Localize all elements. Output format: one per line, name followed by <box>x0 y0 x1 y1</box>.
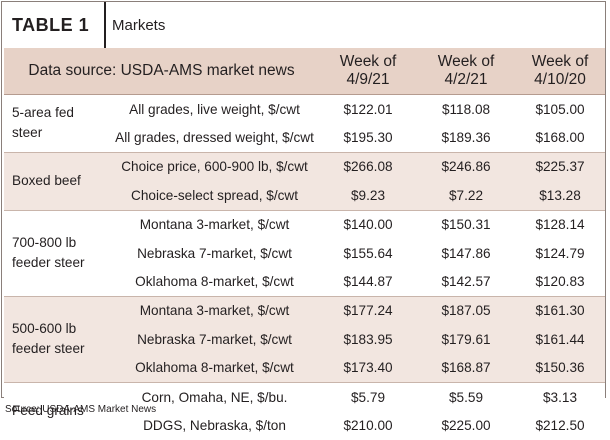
data-source-header: Data source: USDA-AMS market news <box>4 48 320 95</box>
price-cell: $177.24 <box>319 295 418 326</box>
price-cell: $124.79 <box>515 238 606 268</box>
table-row: Boxed beef Choice price, 600-900 lb, $/cw… <box>4 151 606 211</box>
price-cell: $168.87 <box>417 353 516 383</box>
row-description: All grades, live weight, $/cwt <box>110 94 320 124</box>
price-cell: $168.00 <box>515 123 606 153</box>
group-label: Boxed beef <box>4 151 110 211</box>
table-row: All grades, dressed weight, $/cwt $195.30… <box>4 123 606 153</box>
table-row: Feed grains Corn, Omaha, NE, $/bu. $5.79 $5… <box>4 381 606 440</box>
title-bar: TABLE 1 Markets <box>2 2 605 48</box>
table-number: TABLE 1 <box>2 2 106 48</box>
header-row: Data source: USDA-AMS market news Week o… <box>4 48 606 95</box>
table-group: 5-area fed steer All grades, live weight,… <box>4 94 606 153</box>
price-cell: $118.08 <box>417 94 516 124</box>
price-cell: $147.86 <box>417 238 516 268</box>
price-cell: $128.14 <box>515 209 606 239</box>
price-cell: $5.59 <box>417 381 516 412</box>
group-label: 700-800 lb feeder steer <box>4 209 110 297</box>
row-description: Oklahoma 8-market, $/cwt <box>110 353 320 383</box>
table-group: Boxed beef Choice price, 600-900 lb, $/cw… <box>4 151 606 211</box>
table-title: Markets <box>112 16 166 34</box>
row-description: Nebraska 7-market, $/cwt <box>110 238 320 268</box>
row-description: Choice price, 600-900 lb, $/cwt <box>110 151 320 182</box>
price-cell: $195.30 <box>319 123 418 153</box>
price-cell: $3.13 <box>515 381 606 412</box>
price-cell: $122.01 <box>319 94 418 124</box>
table-row: 5-area fed steer All grades, live weight,… <box>4 94 606 153</box>
price-cell: $105.00 <box>515 94 606 124</box>
week-header: Week of 4/9/21 <box>319 48 418 95</box>
price-cell: $150.36 <box>515 353 606 383</box>
price-cell: $225.00 <box>417 411 516 440</box>
price-cell: $246.86 <box>417 151 516 182</box>
price-cell: $179.61 <box>417 325 516 354</box>
row-description: DDGS, Nebraska, $/ton <box>110 411 320 440</box>
row-description: Montana 3-market, $/cwt <box>110 295 320 326</box>
price-cell: $7.22 <box>417 181 516 211</box>
row-description: Choice-select spread, $/cwt <box>110 181 320 211</box>
table-row: 700-800 lb feeder steer Montana 3-market,… <box>4 209 606 297</box>
price-cell: $212.50 <box>515 411 606 440</box>
row-description: Oklahoma 8-market, $/cwt <box>110 267 320 297</box>
table-row: Oklahoma 8-market, $/cwt $144.87 $142.57 $1… <box>4 267 606 297</box>
row-description: Montana 3-market, $/cwt <box>110 209 320 239</box>
table-row: Choice-select spread, $/cwt $9.23 $7.22 $13… <box>4 181 606 211</box>
price-cell: $161.44 <box>515 325 606 354</box>
price-cell: $189.36 <box>417 123 516 153</box>
table-group: 700-800 lb feeder steer Montana 3-market,… <box>4 209 606 297</box>
table-group: Feed grains Corn, Omaha, NE, $/bu. $5.79 $5… <box>4 381 606 440</box>
table-group: 500-600 lb feeder steer Montana 3-market,… <box>4 295 606 383</box>
table-row: Nebraska 7-market, $/cwt $183.95 $179.61 $1… <box>4 325 606 354</box>
table-row: Oklahoma 8-market, $/cwt $173.40 $168.87 $1… <box>4 353 606 383</box>
week-header: Week of 4/10/20 <box>515 48 606 95</box>
week-header: Week of 4/2/21 <box>417 48 516 95</box>
price-cell: $140.00 <box>319 209 418 239</box>
price-cell: $210.00 <box>319 411 418 440</box>
table-row: 500-600 lb feeder steer Montana 3-market,… <box>4 295 606 383</box>
table-row: Nebraska 7-market, $/cwt $155.64 $147.86 $1… <box>4 238 606 268</box>
price-cell: $144.87 <box>319 267 418 297</box>
price-cell: $187.05 <box>417 295 516 326</box>
price-cell: $9.23 <box>319 181 418 211</box>
price-cell: $173.40 <box>319 353 418 383</box>
price-cell: $161.30 <box>515 295 606 326</box>
price-cell: $225.37 <box>515 151 606 182</box>
markets-table: Data source: USDA-AMS market news Week o… <box>4 48 606 440</box>
price-cell: $142.57 <box>417 267 516 297</box>
source-note: Source: USDA-AMS Market News <box>5 404 157 415</box>
row-description: All grades, dressed weight, $/cwt <box>110 123 320 153</box>
price-cell: $5.79 <box>319 381 418 412</box>
row-description: Nebraska 7-market, $/cwt <box>110 325 320 354</box>
group-label: 500-600 lb feeder steer <box>4 295 110 383</box>
price-cell: $183.95 <box>319 325 418 354</box>
price-cell: $266.08 <box>319 151 418 182</box>
price-cell: $13.28 <box>515 181 606 211</box>
group-label: 5-area fed steer <box>4 94 110 153</box>
price-cell: $120.83 <box>515 267 606 297</box>
price-cell: $150.31 <box>417 209 516 239</box>
row-description: Corn, Omaha, NE, $/bu. <box>110 381 320 412</box>
price-cell: $155.64 <box>319 238 418 268</box>
